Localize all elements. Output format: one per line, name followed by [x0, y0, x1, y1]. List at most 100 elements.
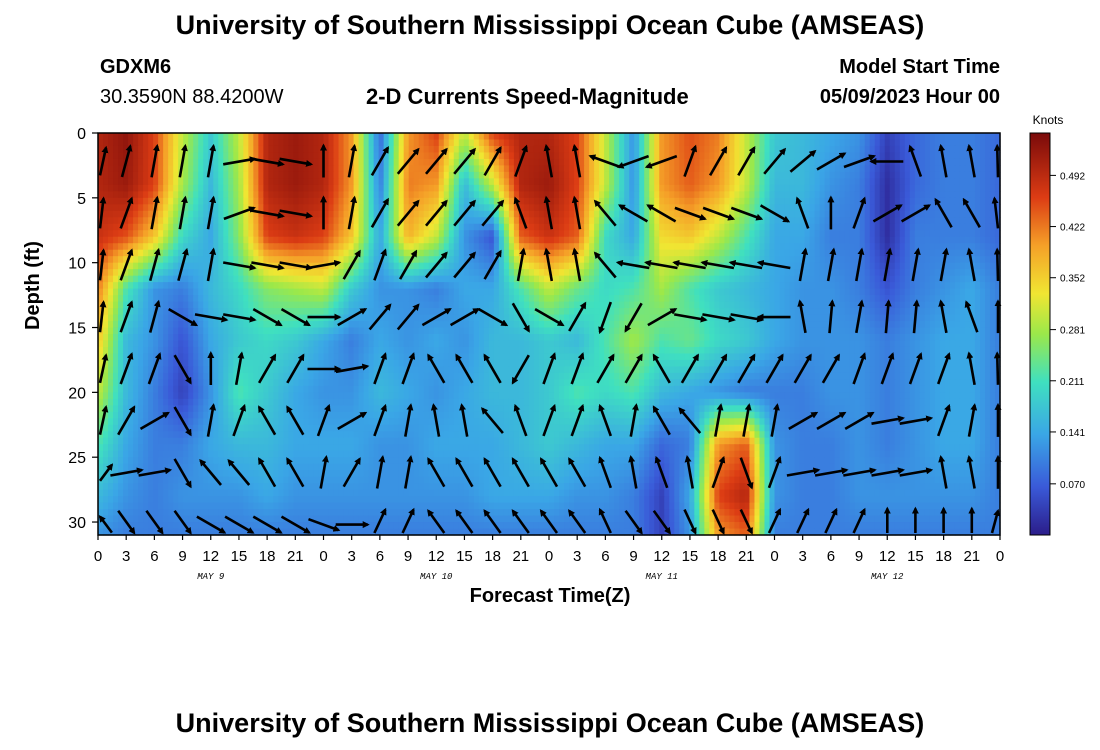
heatmap-cell [769, 230, 776, 238]
heatmap-cell [889, 204, 896, 212]
heatmap-cell [744, 282, 751, 290]
heatmap-cell [799, 165, 806, 173]
heatmap-cell [193, 197, 199, 205]
heatmap-cell [118, 230, 124, 238]
heatmap-cell [328, 223, 335, 231]
heatmap-cell [984, 204, 991, 212]
heatmap-cell [303, 217, 310, 225]
heatmap-cell [709, 262, 715, 270]
heatmap-cell [433, 249, 440, 257]
heatmap-cell [694, 243, 700, 251]
heatmap-cell [769, 197, 776, 205]
heatmap-cell [188, 191, 194, 199]
heatmap-cell [624, 275, 630, 283]
heatmap-cell [483, 165, 490, 173]
heatmap-cell [513, 158, 520, 167]
heatmap-cell [564, 139, 570, 147]
heatmap-cell [989, 249, 996, 257]
heatmap-cell [243, 191, 249, 199]
heatmap-cell [664, 217, 670, 225]
heatmap-cell [378, 275, 385, 283]
heatmap-cell [323, 133, 330, 141]
heatmap-cell [989, 178, 996, 186]
heatmap-cell [889, 230, 896, 238]
heatmap-cell [288, 243, 295, 251]
heatmap-cell [629, 171, 635, 179]
heatmap-cell [714, 288, 720, 296]
heatmap-cell [839, 301, 846, 309]
heatmap-cell [679, 139, 685, 147]
heatmap-cell [313, 133, 320, 141]
heatmap-cell [343, 301, 350, 309]
heatmap-cell [483, 191, 490, 199]
heatmap-cell [303, 243, 310, 251]
heatmap-cell [909, 256, 916, 264]
heatmap-cell [108, 288, 114, 296]
heatmap-cell [328, 308, 335, 316]
heatmap-cell [769, 275, 776, 283]
heatmap-cell [819, 282, 826, 290]
heatmap-cell [333, 210, 340, 218]
heatmap-cell [604, 288, 610, 296]
heatmap-cell [353, 295, 360, 303]
heatmap-cell [979, 133, 986, 141]
heatmap-cell [614, 249, 620, 257]
heatmap-cell [624, 282, 630, 290]
heatmap-cell [614, 282, 620, 290]
heatmap-cell [453, 262, 460, 270]
heatmap-cell [478, 158, 485, 167]
heatmap-cell [528, 171, 535, 179]
heatmap-cell [128, 295, 134, 303]
heatmap-cell [343, 210, 350, 218]
heatmap-cell [569, 139, 575, 147]
heatmap-cell [228, 191, 234, 199]
heatmap-cell [919, 178, 926, 186]
heatmap-cell [428, 145, 435, 154]
heatmap-cell [258, 191, 264, 199]
heatmap-cell [964, 178, 971, 186]
heatmap-cell [288, 256, 295, 264]
heatmap-cell [729, 133, 736, 141]
heatmap-cell [253, 301, 259, 309]
heatmap-cell [368, 223, 375, 231]
heatmap-cell [739, 210, 746, 218]
heatmap-cell [559, 249, 565, 257]
heatmap-cell [829, 288, 836, 296]
heatmap-cell [869, 139, 876, 147]
heatmap-cell [554, 230, 560, 238]
heatmap-cell [233, 191, 239, 199]
heatmap-cell [488, 191, 495, 199]
heatmap-cell [939, 217, 946, 225]
heatmap-cell [383, 217, 390, 225]
heatmap-cell [113, 139, 119, 147]
heatmap-cell [959, 165, 966, 173]
heatmap-cell [679, 236, 685, 244]
heatmap-cell [879, 275, 886, 283]
heatmap-cell [173, 165, 179, 173]
heatmap-cell [173, 288, 179, 296]
heatmap-cell [564, 145, 570, 154]
heatmap-cell [609, 210, 615, 218]
heatmap-cell [759, 139, 766, 147]
heatmap-cell [624, 230, 630, 238]
heatmap-cell [158, 178, 164, 186]
heatmap-cell [128, 256, 134, 264]
heatmap-cell [749, 295, 756, 303]
heatmap-cell [764, 288, 771, 296]
heatmap-cell [594, 308, 600, 316]
heatmap-cell [188, 282, 194, 290]
heatmap-cell [483, 210, 490, 218]
heatmap-cell [438, 217, 445, 225]
heatmap-cell [243, 243, 249, 251]
heatmap-cell [979, 256, 986, 264]
heatmap-cell [679, 217, 685, 225]
station-coords: 30.3590N 88.4200W [100, 86, 284, 108]
heatmap-cell [258, 158, 264, 167]
heatmap-cell [188, 269, 194, 277]
heatmap-cell [934, 288, 941, 296]
heatmap-cell [388, 171, 395, 179]
heatmap-cell [243, 308, 249, 316]
heatmap-cell [268, 191, 274, 199]
heatmap-cell [809, 282, 816, 290]
heatmap-cell [428, 178, 435, 186]
